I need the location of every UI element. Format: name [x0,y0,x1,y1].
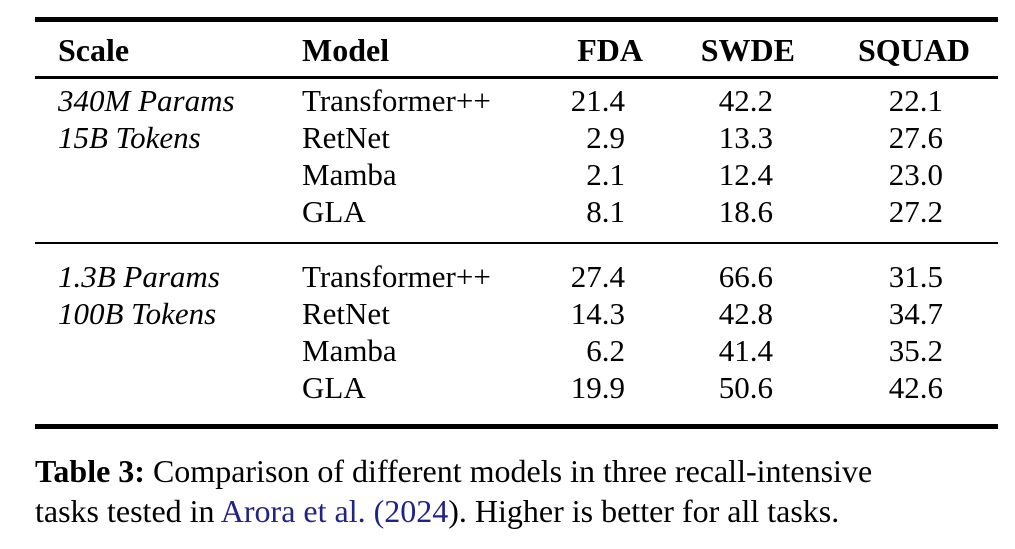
model-name: RetNet [302,296,390,331]
table-group-1-3b: 1.3B Params Transformer++ 27.4 66.6 31.5… [35,243,998,427]
model-name: RetNet [302,120,390,155]
scale-label-empty [35,369,302,427]
metric-value-squad: 27.2 [888,194,943,229]
metric-value-swde: 18.6 [718,194,773,229]
metric-value-fda: 19.9 [570,370,625,405]
metric-value-fda: 2.9 [586,120,625,155]
metric-value-fda: 14.3 [570,296,625,331]
table-row: 100B Tokens RetNet 14.3 42.8 34.7 [35,295,998,332]
metric-value-squad: 34.7 [888,296,943,331]
metric-value-squad: 31.5 [888,259,943,294]
table-row: Mamba 6.2 41.4 35.2 [35,332,998,369]
column-header-fda: FDA [548,19,643,79]
caption-text-line2-before: tasks tested in [35,493,221,529]
scale-label: 1.3B Params [58,259,220,294]
table-row: GLA 8.1 18.6 27.2 [35,193,998,243]
column-header-scale: Scale [35,19,302,79]
table-group-340m: 340M Params Transformer++ 21.4 42.2 22.1… [35,78,998,244]
table-caption: Table 3: Comparison of different models … [35,451,1000,531]
scale-label: 340M Params [58,83,235,118]
table-row: Mamba 2.1 12.4 23.0 [35,156,998,193]
metric-value-fda: 2.1 [586,157,625,192]
column-header-swde: SWDE [643,19,795,79]
results-table: Scale Model FDA SWDE SQUAD 340M Params T… [35,17,998,429]
caption-text-line1: Comparison of different models in three … [144,453,873,489]
metric-value-swde: 50.6 [718,370,773,405]
caption-text-line2-after: ). Higher is better for all tasks. [448,493,840,529]
table-row: 340M Params Transformer++ 21.4 42.2 22.1 [35,78,998,120]
model-name: Transformer++ [302,259,491,294]
model-name: Transformer++ [302,83,491,118]
metric-value-fda: 27.4 [570,259,625,294]
citation-link[interactable]: Arora et al. (2024 [220,493,449,529]
model-name: Mamba [302,333,397,368]
model-name: GLA [302,370,366,405]
table-row: 1.3B Params Transformer++ 27.4 66.6 31.5 [35,243,998,295]
metric-value-swde: 13.3 [718,120,773,155]
header-row: Scale Model FDA SWDE SQUAD [35,19,998,79]
metric-value-swde: 12.4 [718,157,773,192]
metric-value-squad: 23.0 [888,157,943,192]
table-row: GLA 19.9 50.6 42.6 [35,369,998,427]
metric-value-fda: 6.2 [586,333,625,368]
caption-label: Table 3: [35,453,145,489]
scale-label: 100B Tokens [58,296,217,331]
column-header-squad: SQUAD [795,19,998,79]
model-name: GLA [302,194,366,229]
metric-value-swde: 42.2 [718,83,773,118]
metric-value-squad: 42.6 [888,370,943,405]
column-header-model: Model [302,19,548,79]
scale-label-empty [35,156,302,193]
metric-value-fda: 21.4 [570,83,625,118]
model-name: Mamba [302,157,397,192]
scale-label: 15B Tokens [58,120,201,155]
scale-label-empty [35,332,302,369]
metric-value-squad: 22.1 [888,83,943,118]
table-row: 15B Tokens RetNet 2.9 13.3 27.6 [35,119,998,156]
metric-value-swde: 42.8 [718,296,773,331]
metric-value-swde: 66.6 [718,259,773,294]
scale-label-empty [35,193,302,243]
metric-value-squad: 35.2 [888,333,943,368]
metric-value-fda: 8.1 [586,194,625,229]
metric-value-squad: 27.6 [888,120,943,155]
metric-value-swde: 41.4 [718,333,773,368]
